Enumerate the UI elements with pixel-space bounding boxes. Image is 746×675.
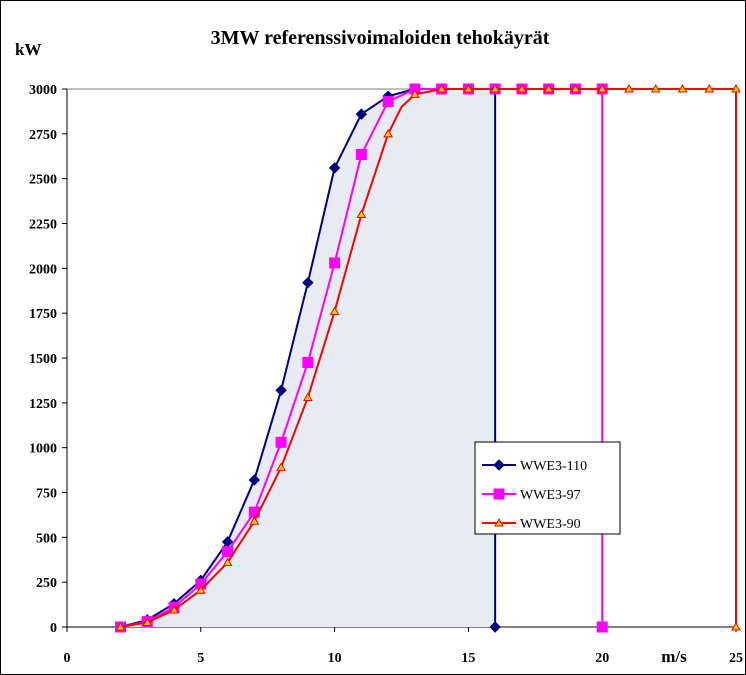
data-point xyxy=(169,604,179,614)
data-point xyxy=(494,517,504,527)
data-point xyxy=(436,83,447,93)
data-point xyxy=(275,436,287,448)
legend-label: WWE3-90 xyxy=(520,517,581,532)
data-point xyxy=(731,621,741,631)
data-point xyxy=(276,462,286,471)
chart-title: 3MW referenssivoimaloiden tehokäyrät xyxy=(211,27,550,49)
data-point xyxy=(195,585,206,594)
data-point xyxy=(493,459,505,471)
data-point xyxy=(302,276,314,289)
y-tick-label: 1500 xyxy=(29,352,57,367)
data-point xyxy=(410,89,420,98)
data-point xyxy=(383,128,393,138)
data-point xyxy=(490,83,501,93)
data-point xyxy=(731,83,741,93)
x-tick-label: 10 xyxy=(328,651,342,666)
data-point xyxy=(677,83,688,93)
data-point xyxy=(463,83,474,93)
y-tick-label: 2500 xyxy=(29,173,57,188)
data-point xyxy=(624,83,634,93)
data-point xyxy=(382,96,394,108)
y-tick-label: 1000 xyxy=(29,442,57,457)
x-axis-label: m/s xyxy=(661,647,687,666)
y-tick-label: 0 xyxy=(50,621,57,636)
series-wwe3-90 xyxy=(115,83,741,631)
data-point xyxy=(597,83,608,93)
data-point xyxy=(596,621,608,633)
data-point xyxy=(329,306,340,315)
y-tick-label: 1750 xyxy=(29,307,57,322)
x-tick-label: 0 xyxy=(64,651,71,666)
y-tick-label: 250 xyxy=(36,576,57,591)
data-point xyxy=(517,83,527,93)
legend: WWE3-110 WWE3-97 WWE3-90 xyxy=(474,441,621,535)
data-point xyxy=(222,546,234,558)
legend-label: WWE3-110 xyxy=(520,459,587,474)
series-layer xyxy=(114,83,741,633)
y-tick-label: 750 xyxy=(36,487,57,502)
y-tick-label: 3000 xyxy=(29,83,57,98)
data-point xyxy=(489,621,501,633)
y-tick-label: 2000 xyxy=(29,262,57,277)
data-point xyxy=(355,148,367,160)
data-point xyxy=(570,83,581,93)
data-point xyxy=(302,392,313,401)
x-tick-label: 15 xyxy=(461,651,475,666)
data-point xyxy=(543,83,554,93)
data-point xyxy=(222,557,233,566)
y-tick-label: 500 xyxy=(36,531,57,546)
x-tick-label: 5 xyxy=(197,651,204,666)
x-tick-label: 20 xyxy=(595,651,609,666)
data-point xyxy=(650,83,661,93)
data-point xyxy=(302,356,314,368)
data-point xyxy=(355,108,368,120)
data-point xyxy=(328,162,341,174)
series-line xyxy=(120,88,737,628)
y-axis-label: kW xyxy=(15,40,41,59)
data-point xyxy=(142,617,153,627)
data-point xyxy=(249,516,260,525)
data-point xyxy=(704,83,715,93)
data-point xyxy=(356,209,367,219)
x-axis-ticks: 0 5 10 15 20 25 xyxy=(64,627,743,666)
data-point xyxy=(248,474,261,486)
x-tick-label: 25 xyxy=(729,651,743,666)
data-point xyxy=(329,257,341,269)
y-tick-label: 2750 xyxy=(29,128,57,143)
data-point xyxy=(115,621,126,631)
y-axis-ticks: 0 250 500 750 1000 1250 1500 1750 2000 2250 2500 27… xyxy=(29,83,67,636)
y-tick-label: 1250 xyxy=(29,397,57,412)
y-tick-label: 2250 xyxy=(29,218,57,233)
legend-label: WWE3-97 xyxy=(520,488,581,503)
data-point xyxy=(493,488,505,500)
data-point xyxy=(275,384,287,396)
